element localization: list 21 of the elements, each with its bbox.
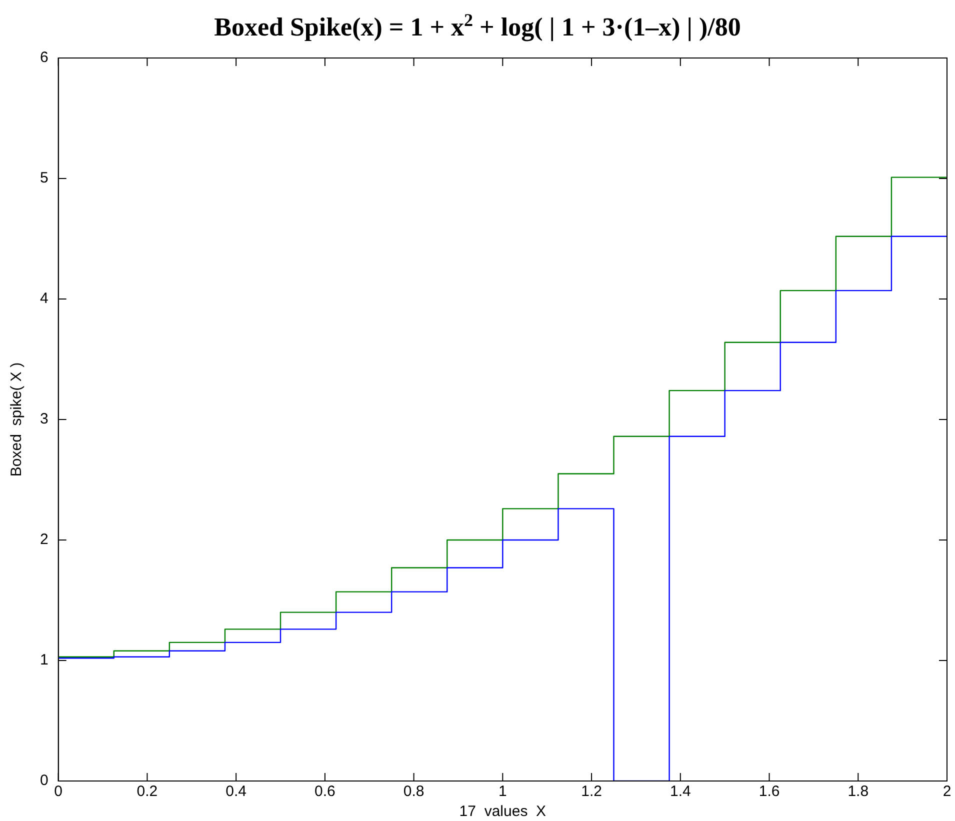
y-tick-label: 0 [40,772,48,790]
x-tick-label: 0.8 [403,783,424,800]
x-tick-label: 0 [54,783,63,800]
x-tick-label: 1.8 [848,783,869,800]
x-tick-label: 1 [498,783,507,800]
y-tick-label: 4 [40,290,48,308]
y-tick-label: 3 [40,410,48,428]
x-tick-label: 2 [942,783,952,800]
y-tick-label: 2 [40,531,48,548]
y-tick-label: 6 [40,49,48,66]
y-tick-label: 5 [40,170,48,187]
y-axis-title: Boxed spike( X ) [8,362,26,477]
x-tick-label: 1.4 [670,783,691,800]
x-tick-label: 1.2 [581,783,602,800]
x-tick-label: 0.4 [226,783,247,800]
y-tick-label: 1 [40,652,48,669]
x-tick-label: 0.2 [136,783,158,800]
x-axis-title: 17 values X [459,803,546,820]
x-tick-label: 1.6 [758,783,780,800]
x-tick-label: 0.6 [314,783,336,800]
chart-title: Boxed Spike(x) = 1 + x$^{2}$ + log( | 1 + 3·(1–x) | )/80 [213,10,742,43]
